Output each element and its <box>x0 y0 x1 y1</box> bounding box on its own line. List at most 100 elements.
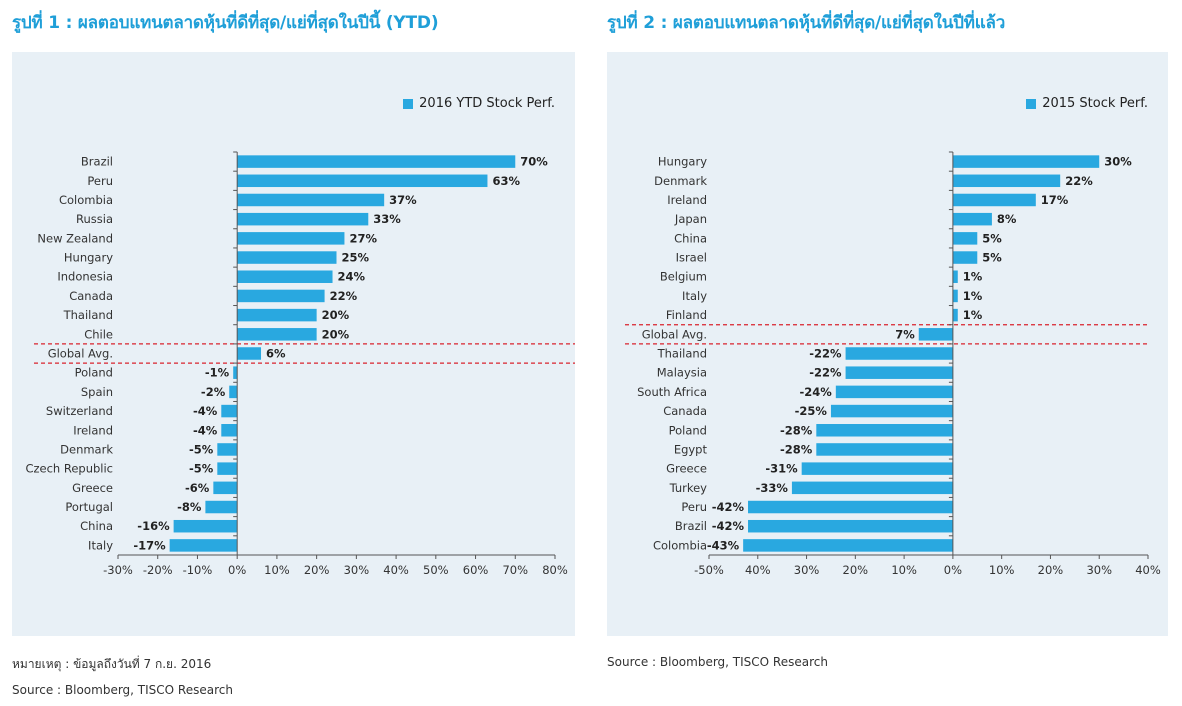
category-label: Russia <box>76 212 113 226</box>
x-tick-label: 20% <box>304 563 330 577</box>
category-label: Colombia <box>653 538 707 552</box>
data-label: -43% <box>707 538 740 552</box>
category-label: Portugal <box>65 500 113 514</box>
chart-1-panel: 2016 YTD Stock Perf. Brazil 70% Peru 63% Col… <box>12 52 575 636</box>
category-label: Malaysia <box>657 366 707 380</box>
category-label: Thailand <box>63 308 113 322</box>
category-label: Japan <box>674 212 707 226</box>
bar <box>237 212 369 226</box>
data-label: -16% <box>137 519 170 533</box>
category-label: Global Avg. <box>48 347 113 361</box>
bar <box>229 385 238 399</box>
x-tick-label: 30% <box>344 563 370 577</box>
chart-2-legend: 2015 Stock Perf. <box>1026 96 1148 111</box>
figure-2-title: รูปที่ 2 : ผลตอบแทนตลาดหุ้นที่ดีที่สุด/แ… <box>607 13 1006 33</box>
x-tick-label: -50% <box>694 563 724 577</box>
footnote: หมายเหตุ : ข้อมูลถึงวันที่ 7 ก.ย. 2016 <box>12 657 212 671</box>
data-label: -31% <box>765 462 798 476</box>
data-label: -22% <box>809 347 842 361</box>
data-label: 1% <box>963 289 983 303</box>
x-tick-label: 70% <box>502 563 528 577</box>
category-label: China <box>80 519 113 533</box>
data-label: 7% <box>895 327 915 341</box>
category-label: Peru <box>87 174 113 188</box>
category-label: South Africa <box>637 385 707 399</box>
x-tick-label: 10% <box>989 563 1015 577</box>
chart-1-legend-label: 2016 YTD Stock Perf. <box>419 96 555 111</box>
category-label: Switzerland <box>46 404 113 418</box>
data-label: 1% <box>963 270 983 284</box>
category-label: Peru <box>681 500 707 514</box>
bar <box>952 251 978 264</box>
data-label: 33% <box>373 212 401 226</box>
category-label: Global Avg. <box>642 327 707 341</box>
category-label: Egypt <box>674 442 708 456</box>
chart-2-panel: 2015 Stock Perf. Hungary 30% Denmark 22% Ire… <box>607 52 1168 636</box>
category-label: Italy <box>682 289 707 303</box>
bar <box>845 366 953 379</box>
data-label: 70% <box>520 155 548 169</box>
bar <box>816 424 953 437</box>
data-label: -28% <box>780 442 813 456</box>
bar <box>217 462 238 475</box>
x-tick-label: 60% <box>463 563 489 577</box>
category-label: Czech Republic <box>25 462 113 476</box>
figure-1-title: รูปที่ 1 : ผลตอบแทนตลาดหุ้นที่ดีที่สุด/แ… <box>12 13 439 33</box>
legend-swatch <box>403 98 414 109</box>
data-label: 20% <box>322 327 350 341</box>
chart-2-svg: Hungary 30% Denmark 22% Ireland 17% Japan 8% Chi… <box>625 151 1161 577</box>
data-label: 30% <box>1104 155 1132 169</box>
data-label: -8% <box>177 500 202 514</box>
data-label: 17% <box>1041 193 1069 207</box>
source-note-1: Source : Bloomberg, TISCO Research <box>12 683 233 697</box>
x-tick-label: 10% <box>264 563 290 577</box>
category-label: Greece <box>72 481 113 495</box>
bar <box>205 500 238 514</box>
x-tick-label: 40% <box>1135 563 1161 577</box>
bar <box>237 347 262 360</box>
x-tick-label: 0% <box>944 563 962 577</box>
category-label: Thailand <box>657 347 707 361</box>
category-label: Chile <box>84 327 113 341</box>
category-label: Hungary <box>658 155 707 169</box>
data-label: 5% <box>982 231 1002 245</box>
bar <box>748 519 953 533</box>
data-label: -22% <box>809 366 842 380</box>
bar <box>952 155 1100 168</box>
x-tick-label: 20% <box>1038 563 1064 577</box>
data-label: 63% <box>492 174 520 188</box>
category-label: Spain <box>81 385 113 399</box>
data-label: 1% <box>963 308 983 322</box>
bar <box>221 424 238 437</box>
bar <box>952 270 958 283</box>
category-label: China <box>674 231 707 245</box>
category-label: Finland <box>666 308 707 322</box>
bar <box>237 174 488 188</box>
bar <box>213 481 238 495</box>
x-tick-label: 40% <box>383 563 409 577</box>
category-label: Canada <box>69 289 113 303</box>
x-tick-label: 20% <box>843 563 869 577</box>
category-label: Poland <box>75 366 113 380</box>
bar <box>952 193 1036 207</box>
bar <box>237 289 325 303</box>
bar <box>237 232 345 245</box>
bar <box>830 404 953 418</box>
data-label: -17% <box>133 538 166 552</box>
data-label: 20% <box>322 308 350 322</box>
category-label: Canada <box>663 404 707 418</box>
data-label: -24% <box>800 385 833 399</box>
x-tick-label: 80% <box>542 563 568 577</box>
category-label: Indonesia <box>57 270 113 284</box>
category-label: Belgium <box>660 270 707 284</box>
data-label: 24% <box>338 270 366 284</box>
bar <box>748 500 953 514</box>
bar <box>952 308 958 322</box>
x-tick-label: -30% <box>103 563 133 577</box>
data-label: -1% <box>205 366 230 380</box>
data-label: 8% <box>997 212 1017 226</box>
chart-1-legend: 2016 YTD Stock Perf. <box>403 96 555 111</box>
bar <box>237 308 317 322</box>
bar <box>217 443 238 456</box>
data-label: 6% <box>266 347 286 361</box>
